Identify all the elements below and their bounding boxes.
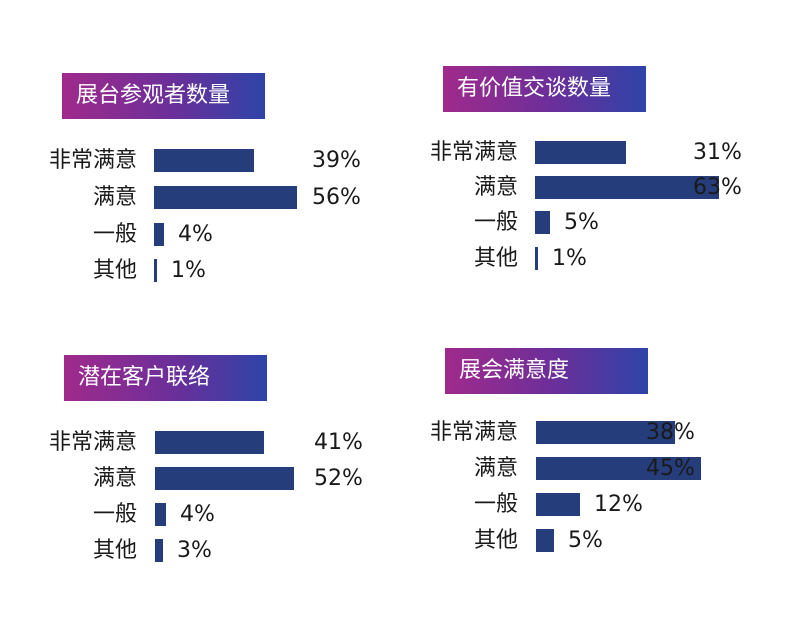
category-label: 其他: [92, 538, 137, 563]
chart-title: 展会满意度: [445, 348, 648, 394]
value-label: 63%: [693, 175, 742, 200]
value-label: 1%: [552, 246, 587, 271]
value-label: 3%: [177, 538, 212, 563]
category-label: 满意: [92, 466, 137, 491]
chart-title: 潜在客户联络: [64, 355, 267, 401]
bar: [536, 493, 580, 516]
category-label: 一般: [473, 210, 518, 235]
value-label: 41%: [314, 430, 363, 455]
bar: [155, 467, 294, 490]
chart-title: 有价值交谈数量: [443, 66, 646, 112]
category-label: 其他: [92, 258, 137, 283]
bar: [535, 247, 538, 270]
bar: [536, 529, 554, 552]
bar: [154, 259, 157, 282]
bar: [535, 176, 719, 199]
category-label: 一般: [92, 502, 137, 527]
category-label: 满意: [473, 175, 518, 200]
category-label: 满意: [92, 185, 137, 210]
bar: [154, 149, 254, 172]
value-label: 52%: [314, 466, 363, 491]
category-label: 非常满意: [429, 140, 518, 165]
category-label: 一般: [473, 492, 518, 517]
bar: [155, 539, 163, 562]
bar: [155, 503, 166, 526]
category-label: 非常满意: [48, 148, 137, 173]
value-label: 4%: [180, 502, 215, 527]
value-label: 31%: [693, 140, 742, 165]
value-label: 5%: [564, 210, 599, 235]
category-label: 满意: [473, 456, 518, 481]
bar: [536, 457, 701, 480]
value-label: 1%: [171, 258, 206, 283]
bar: [155, 431, 264, 454]
value-label: 38%: [646, 420, 695, 445]
value-label: 56%: [312, 185, 361, 210]
bar: [535, 141, 626, 164]
category-label: 一般: [92, 222, 137, 247]
value-label: 39%: [312, 148, 361, 173]
value-label: 45%: [646, 456, 695, 481]
value-label: 5%: [568, 528, 603, 553]
chart-title: 展台参观者数量: [62, 73, 265, 119]
bar: [154, 223, 164, 246]
category-label: 其他: [473, 528, 518, 553]
bar: [154, 186, 297, 209]
value-label: 12%: [594, 492, 643, 517]
category-label: 非常满意: [429, 420, 518, 445]
category-label: 其他: [473, 246, 518, 271]
value-label: 4%: [178, 222, 213, 247]
bar: [535, 211, 550, 234]
category-label: 非常满意: [48, 430, 137, 455]
bar: [536, 421, 675, 444]
